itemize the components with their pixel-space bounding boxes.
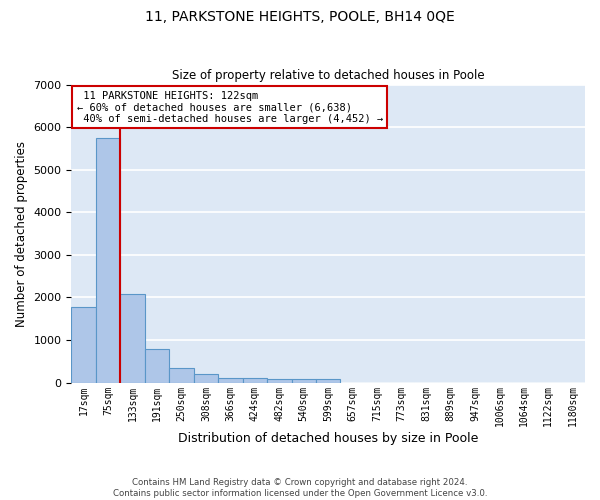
Title: Size of property relative to detached houses in Poole: Size of property relative to detached ho…: [172, 69, 485, 82]
Bar: [218, 378, 242, 382]
Bar: [121, 294, 145, 382]
Bar: [194, 374, 218, 382]
Bar: [145, 349, 169, 382]
Text: Contains HM Land Registry data © Crown copyright and database right 2024.
Contai: Contains HM Land Registry data © Crown c…: [113, 478, 487, 498]
Y-axis label: Number of detached properties: Number of detached properties: [15, 140, 28, 326]
Text: 11 PARKSTONE HEIGHTS: 122sqm
← 60% of detached houses are smaller (6,638)
 40% o: 11 PARKSTONE HEIGHTS: 122sqm ← 60% of de…: [77, 90, 383, 124]
Bar: [267, 379, 292, 382]
Bar: [242, 378, 267, 382]
X-axis label: Distribution of detached houses by size in Poole: Distribution of detached houses by size …: [178, 432, 478, 445]
Bar: [169, 368, 194, 382]
Bar: [71, 307, 96, 382]
Bar: [96, 138, 121, 382]
Text: 11, PARKSTONE HEIGHTS, POOLE, BH14 0QE: 11, PARKSTONE HEIGHTS, POOLE, BH14 0QE: [145, 10, 455, 24]
Bar: [316, 379, 340, 382]
Bar: [292, 380, 316, 382]
